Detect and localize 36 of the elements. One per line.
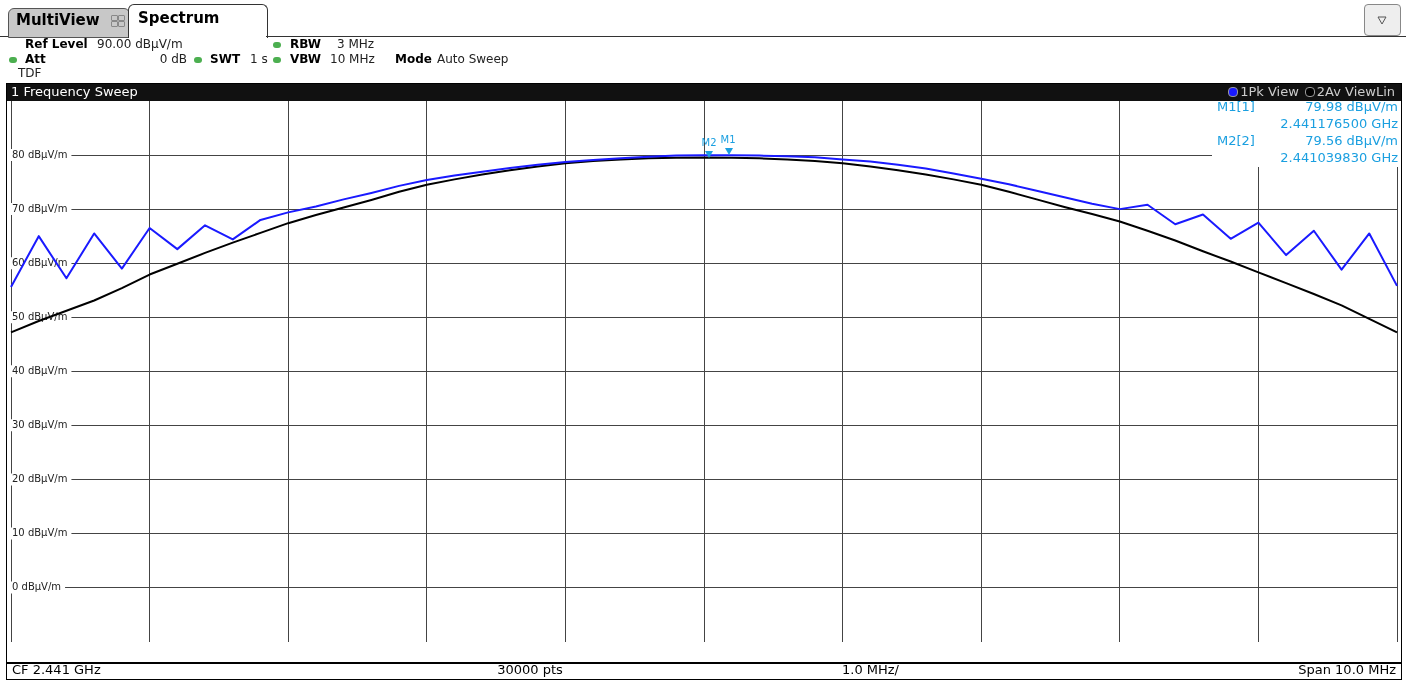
annotation: M2[2] — [1217, 133, 1255, 149]
text: SWT — [210, 52, 241, 67]
annotation: 2.441176500 GHz — [1280, 116, 1398, 132]
text: Auto Sweep — [437, 52, 509, 67]
text: TDF — [18, 66, 42, 81]
chart-title: 1 Frequency Sweep — [11, 84, 138, 99]
text: Span 10.0 MHz — [1298, 662, 1396, 678]
text: Mode — [395, 52, 432, 67]
y-tick-label: 40 dBµV/m — [12, 364, 68, 376]
text: RBW — [290, 37, 321, 52]
text: 0 dB — [159, 52, 187, 67]
y-tick-label: 20 dBµV/m — [12, 473, 68, 485]
text: 90.00 dBµV/m — [97, 37, 183, 52]
text: Att — [25, 52, 46, 67]
y-tick-label: 70 dBµV/m — [12, 202, 68, 214]
annotation: M1[1] — [1217, 99, 1255, 115]
annotation: 79.56 dBµV/m — [1305, 133, 1398, 149]
text: 1 s — [250, 52, 268, 67]
y-tick-label: 80 dBµV/m — [12, 148, 68, 160]
text: 1.0 MHz/ — [842, 662, 900, 678]
legend-label: 1Pk View — [1239, 84, 1299, 99]
text: CF 2.441 GHz — [12, 662, 101, 678]
text: Ref Level — [25, 37, 88, 52]
text: VBW — [290, 52, 322, 67]
y-tick-label: 30 dBµV/m — [12, 418, 68, 430]
y-tick-label: 10 dBµV/m — [12, 527, 68, 539]
text: 30000 pts — [497, 662, 563, 678]
text: Spectrum — [138, 9, 220, 27]
text: 3 MHz — [337, 37, 375, 52]
y-tick-label: 0 dBµV/m — [12, 581, 62, 593]
annotation: M1 — [720, 134, 736, 145]
text: MultiView — [16, 11, 100, 29]
annotation: 79.98 dBµV/m — [1305, 99, 1398, 115]
legend-label: 2Av ViewLin — [1315, 84, 1395, 99]
text: 10 MHz — [330, 52, 375, 67]
annotation: 2.441039830 GHz — [1280, 150, 1398, 166]
